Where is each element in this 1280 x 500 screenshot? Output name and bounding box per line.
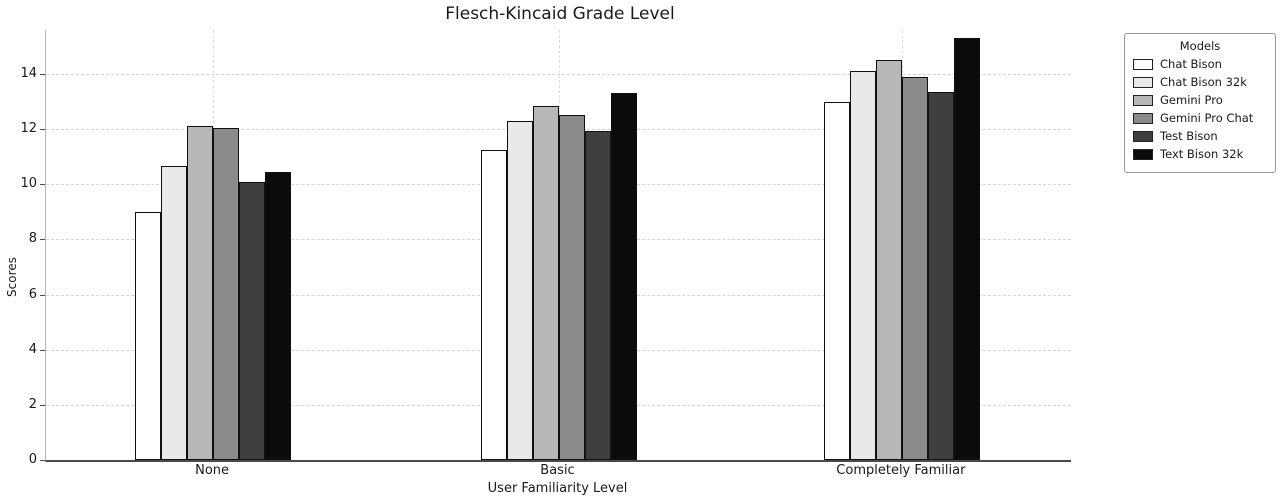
legend-title: Models <box>1179 39 1221 53</box>
y-tick-label: 10 <box>20 176 37 192</box>
legend-label: Chat Bison 32k <box>1160 75 1247 89</box>
legend-item: Gemini Pro <box>1133 93 1267 107</box>
y-tick-label: 0 <box>28 452 37 467</box>
bar <box>823 101 850 460</box>
x-category-label: None <box>195 463 230 478</box>
legend-item: Gemini Pro Chat <box>1133 111 1267 125</box>
legend-label: Gemini Pro Chat <box>1160 111 1254 125</box>
y-tick-label: 14 <box>20 66 37 82</box>
bar <box>532 105 559 460</box>
legend-swatch <box>1133 112 1153 124</box>
bar <box>875 60 902 460</box>
legend-swatch <box>1133 94 1153 106</box>
bar <box>213 127 240 460</box>
bar <box>161 166 188 460</box>
bar <box>584 130 611 460</box>
y-tick-mark <box>40 294 45 296</box>
plot-area <box>45 30 1071 462</box>
y-tick-mark <box>40 74 45 76</box>
legend-label: Test Bison <box>1160 129 1218 143</box>
legend: Models Chat Bison Chat Bison 32k Gemini Pr… <box>1124 33 1276 173</box>
legend-item: Test Bison <box>1133 129 1267 143</box>
legend-label: Chat Bison <box>1160 57 1222 71</box>
y-tick-mark <box>40 460 45 461</box>
y-tick-mark <box>40 184 45 186</box>
bar <box>927 92 954 460</box>
legend-item: Text Bison 32k <box>1133 147 1267 161</box>
bar <box>480 149 507 460</box>
bar <box>239 181 266 460</box>
bar <box>187 126 214 460</box>
bar <box>901 76 928 460</box>
bar <box>610 93 637 460</box>
bar <box>265 171 292 460</box>
bar <box>135 211 162 460</box>
bar <box>558 115 585 460</box>
y-axis-label: Scores <box>5 257 19 297</box>
bar <box>849 71 876 460</box>
y-tick-mark <box>40 349 45 351</box>
y-tick-mark <box>40 129 45 131</box>
y-tick-label: 12 <box>20 121 37 137</box>
bar <box>953 38 980 460</box>
legend-swatch <box>1133 148 1153 160</box>
legend-swatch <box>1133 58 1153 70</box>
x-category-label: Basic <box>540 463 575 478</box>
legend-swatch <box>1133 130 1153 142</box>
legend-label: Gemini Pro <box>1160 93 1223 107</box>
x-category-label: Completely Familiar <box>836 463 966 478</box>
legend-swatch <box>1133 76 1153 88</box>
bar <box>506 120 533 460</box>
y-tick-label: 2 <box>28 396 37 412</box>
y-tick-mark <box>40 239 45 241</box>
legend-item: Chat Bison <box>1133 57 1267 71</box>
x-axis-label: User Familiarity Level <box>487 481 628 496</box>
y-tick-mark <box>40 404 45 406</box>
legend-label: Text Bison 32k <box>1160 147 1244 161</box>
y-tick-label: 8 <box>28 231 37 247</box>
legend-items: Chat Bison Chat Bison 32k Gemini Pro Gemini… <box>1133 57 1267 161</box>
y-tick-label: 6 <box>28 286 37 302</box>
chart-title: Flesch-Kincaid Grade Level <box>445 4 675 24</box>
y-tick-label: 4 <box>28 341 37 357</box>
legend-item: Chat Bison 32k <box>1133 75 1267 89</box>
